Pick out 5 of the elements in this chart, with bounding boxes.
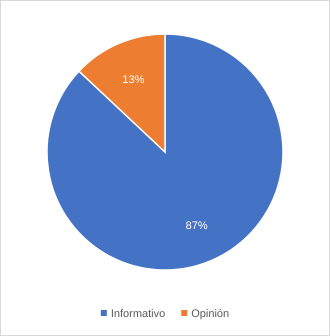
legend-label: Opinión xyxy=(191,308,230,320)
data-label: 13% xyxy=(122,74,145,86)
data-label: 87% xyxy=(186,220,208,232)
pie-slice xyxy=(46,33,284,271)
legend-label: Informativo xyxy=(110,308,166,320)
